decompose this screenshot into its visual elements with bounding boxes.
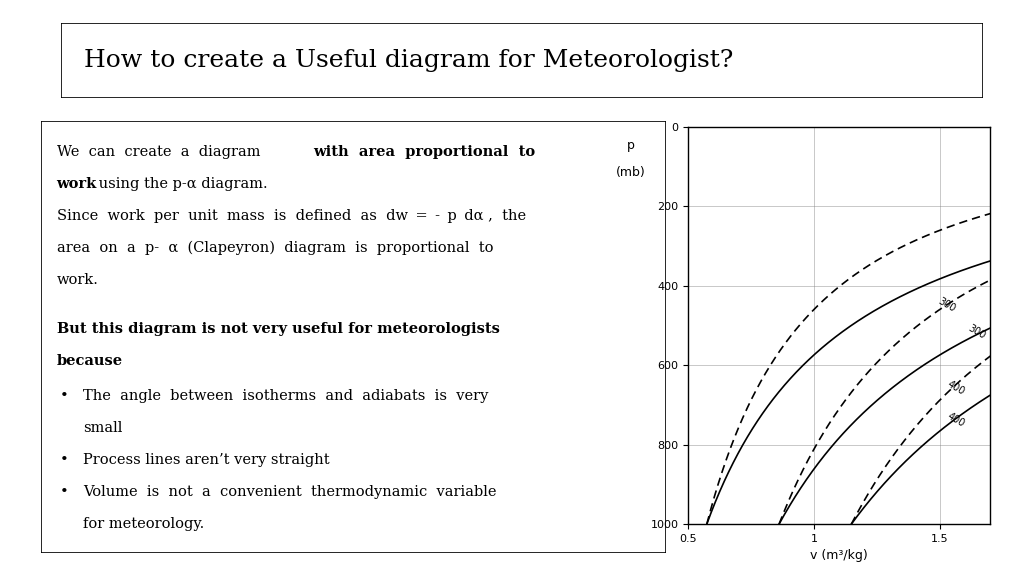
Text: Volume  is  not  a  convenient  thermodynamic  variable: Volume is not a convenient thermodynamic…: [83, 485, 497, 499]
Text: •: •: [59, 389, 69, 403]
X-axis label: v (m³/kg): v (m³/kg): [810, 550, 868, 562]
Text: 300: 300: [937, 295, 957, 313]
FancyBboxPatch shape: [41, 121, 666, 553]
Text: because: because: [56, 354, 123, 368]
Text: 300: 300: [967, 324, 987, 342]
Text: using the p-α diagram.: using the p-α diagram.: [94, 177, 267, 191]
Text: But this diagram is not very useful for meteorologists: But this diagram is not very useful for …: [56, 322, 500, 336]
Text: 400: 400: [945, 411, 966, 429]
Text: 400: 400: [945, 379, 967, 397]
Text: work.: work.: [56, 272, 98, 287]
Text: •: •: [59, 453, 69, 467]
Text: area  on  a  p-  α  (Clapeyron)  diagram  is  proportional  to: area on a p- α (Clapeyron) diagram is pr…: [56, 241, 494, 255]
Text: Process lines aren’t very straight: Process lines aren’t very straight: [83, 453, 330, 467]
Text: The  angle  between  isotherms  and  adiabats  is  very: The angle between isotherms and adiabats…: [83, 389, 488, 403]
Text: work: work: [56, 177, 97, 191]
Text: •: •: [59, 485, 69, 499]
Text: with  area  proportional  to: with area proportional to: [312, 145, 535, 159]
Text: for meteorology.: for meteorology.: [83, 517, 204, 531]
Text: We  can  create  a  diagram: We can create a diagram: [56, 145, 264, 159]
Text: p: p: [627, 139, 635, 151]
Text: (mb): (mb): [615, 166, 645, 180]
Text: How to create a Useful diagram for Meteorologist?: How to create a Useful diagram for Meteo…: [84, 49, 734, 72]
FancyBboxPatch shape: [61, 23, 983, 98]
Text: small: small: [83, 421, 122, 435]
Text: Since  work  per  unit  mass  is  defined  as  dw  =  -  p  dα ,  the: Since work per unit mass is defined as d…: [56, 209, 525, 223]
